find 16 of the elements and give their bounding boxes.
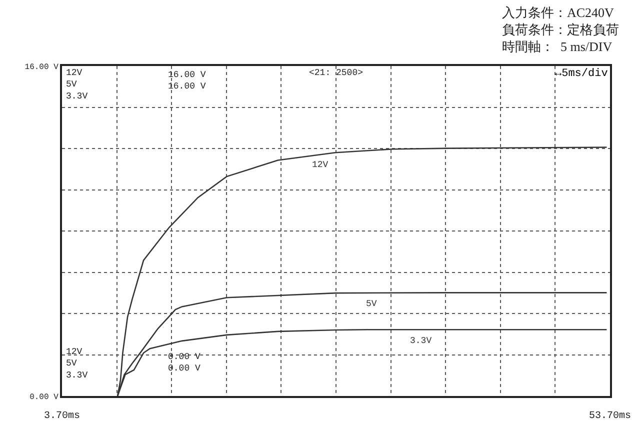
annotation: <21: 2500> [309,68,364,78]
x-tick-label: 53.70ms [588,411,632,422]
annotation: 3.3V [410,336,432,346]
text: 時間軸： 5 ms/DIV [502,39,613,54]
annotation: ↔5ms/div [555,68,608,80]
text: 入力条件：AC240V [502,5,615,20]
y-tick-label: 0.00 V [30,392,59,402]
annotation: 0.00 V 0.00 V [168,352,202,374]
annotation: 12V 5V 3.3V [66,347,88,380]
annotation: 12V [312,160,329,170]
annotation: 16.00 V 16.00 V [168,70,206,92]
annotation: 12V 5V 3.3V [66,68,88,102]
text: 負荷条件：定格負荷 [502,22,619,37]
annotation: 5V [366,299,378,309]
y-tick-label: 16.00 V [24,62,59,72]
x-tick-label: 3.70ms [44,411,80,422]
